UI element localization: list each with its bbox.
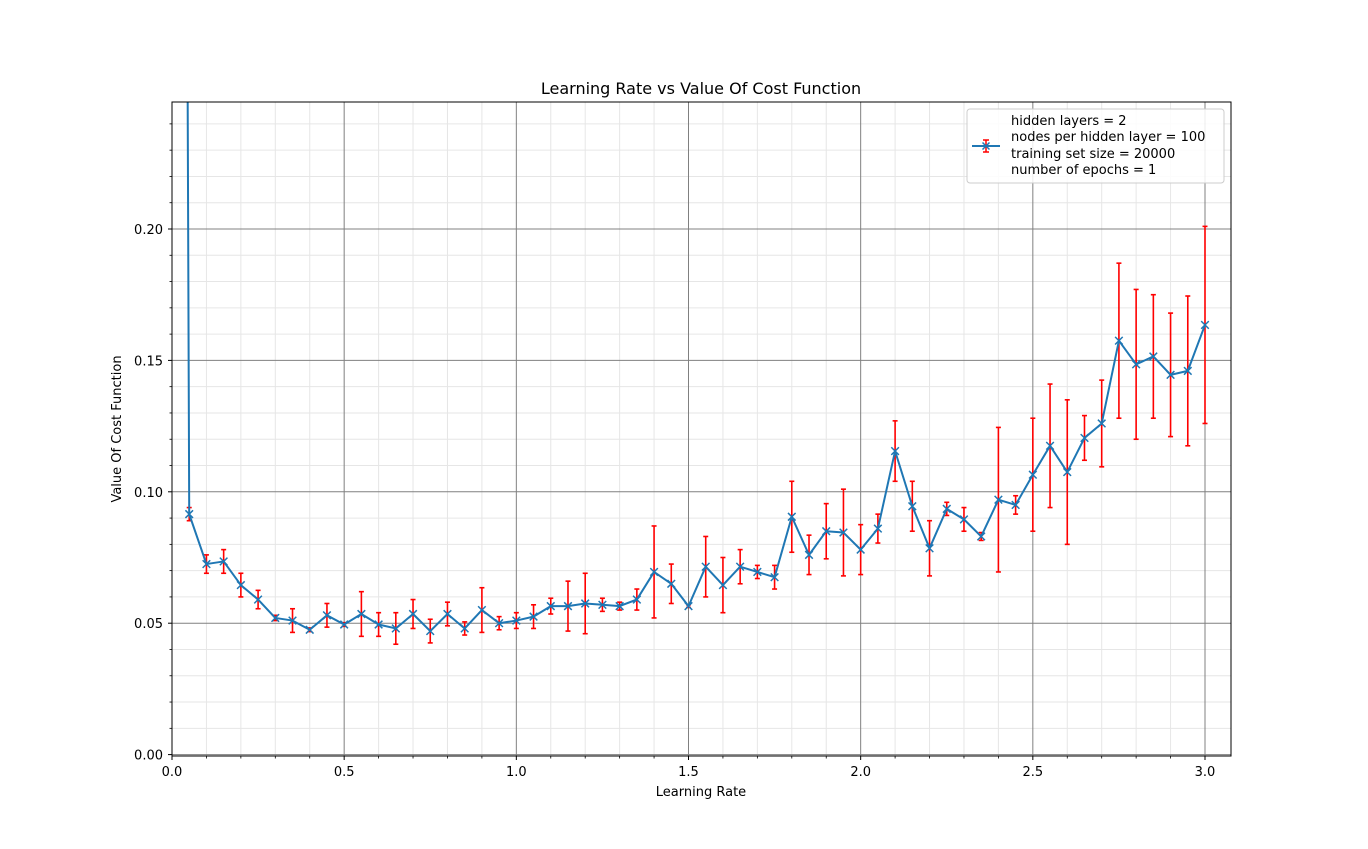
data-point-marker <box>529 612 538 621</box>
data-point-marker <box>925 543 934 553</box>
x-tick-label: 1.5 <box>678 765 699 780</box>
data-point-marker <box>1166 370 1175 380</box>
data-point-marker <box>615 601 624 611</box>
x-tick-label: 1.0 <box>506 765 527 780</box>
data-point-marker <box>512 616 521 625</box>
x-tick-label: 2.5 <box>1022 765 1043 780</box>
data-point-marker <box>236 580 246 590</box>
y-tick-label: 0.15 <box>134 354 163 369</box>
data-point-marker <box>718 580 728 590</box>
data-point-marker <box>632 595 642 604</box>
data-point-marker <box>1080 433 1089 443</box>
data-point-marker <box>890 446 900 456</box>
data-point-marker <box>1149 352 1158 361</box>
data-point-marker <box>1097 419 1107 428</box>
y-tick-label: 0.10 <box>134 486 163 501</box>
data-point-marker <box>339 620 349 629</box>
data-point-marker <box>184 509 194 519</box>
data-point-marker <box>357 609 366 619</box>
data-point-marker <box>219 557 228 566</box>
data-point-marker <box>391 624 401 633</box>
data-point-marker <box>787 512 797 522</box>
data-point-marker <box>580 599 590 608</box>
data-point-marker <box>1114 336 1124 346</box>
chart-title: Learning Rate vs Value Of Cost Function <box>541 79 861 98</box>
x-tick-label: 0.0 <box>162 765 183 780</box>
data-point-marker <box>856 545 865 554</box>
major-grid <box>172 102 1231 756</box>
legend-line-nodes: nodes per hidden layer = 100 <box>1011 130 1205 145</box>
data-point-marker <box>994 495 1003 505</box>
data-point-marker <box>443 609 452 619</box>
data-point-marker <box>1011 500 1020 510</box>
legend-marker-swatch <box>981 141 991 151</box>
data-point-marker <box>494 618 504 628</box>
data-point-marker <box>477 605 487 615</box>
data-point-marker <box>598 600 607 610</box>
legend-line-hidden-layers: hidden layers = 2 <box>1011 114 1127 129</box>
x-axis-ticks: 0.0 0.5 1.0 1.5 2.0 2.5 3.0 <box>162 756 1216 780</box>
y-tick-label: 0.20 <box>134 223 163 238</box>
data-point-marker <box>1028 470 1038 480</box>
y-axis-ticks: 0.00 0.05 0.10 0.15 0.20 <box>134 123 172 764</box>
data-point-marker <box>563 601 573 611</box>
legend: hidden layers = 2 nodes per hidden layer… <box>966 108 1225 184</box>
data-point-marker <box>1200 320 1210 330</box>
y-tick-label: 0.05 <box>134 617 163 632</box>
data-point-marker <box>735 562 745 572</box>
data-point-marker <box>701 562 711 572</box>
data-point-marker <box>649 567 659 577</box>
data-point-marker <box>1045 441 1055 451</box>
y-tick-label: 0.00 <box>134 749 163 764</box>
data-point-marker <box>976 532 986 541</box>
x-tick-label: 2.0 <box>850 765 871 780</box>
data-point-marker <box>873 524 883 533</box>
data-point-marker <box>546 601 556 611</box>
data-point-marker <box>1131 360 1141 369</box>
data-point-marker <box>374 620 383 629</box>
x-tick-label: 3.0 <box>1195 765 1216 780</box>
plot-frame <box>171 101 1232 757</box>
y-axis-label: Value Of Cost Function <box>110 355 125 502</box>
data-point-marker <box>305 625 315 635</box>
legend-line-training-size: training set size = 20000 <box>1011 147 1175 162</box>
data-point-marker <box>942 504 952 514</box>
legend-line-epochs: number of epochs = 1 <box>1011 163 1156 178</box>
data-point-marker <box>684 601 693 611</box>
data-point-marker <box>753 567 762 577</box>
data-point-marker <box>804 550 814 560</box>
data-point-marker <box>253 595 263 604</box>
data-point-marker <box>202 559 211 569</box>
data-point-marker <box>270 613 280 623</box>
data-point-marker <box>821 526 831 536</box>
data-point-marker <box>907 501 917 511</box>
data-point-marker <box>770 572 779 582</box>
data-point-marker <box>839 528 848 537</box>
data-markers <box>184 320 1210 636</box>
data-point-marker <box>959 515 969 524</box>
x-axis-label: Learning Rate <box>656 785 746 800</box>
data-point-marker <box>1183 366 1193 376</box>
data-point-marker <box>425 626 435 636</box>
plot-area <box>172 102 1231 756</box>
data-point-marker <box>1062 467 1072 477</box>
data-point-marker <box>322 610 332 620</box>
data-point-marker <box>408 609 418 619</box>
data-point-marker <box>288 616 297 625</box>
data-point-marker <box>666 579 676 589</box>
legend-box <box>966 108 1225 184</box>
x-tick-label: 0.5 <box>334 765 355 780</box>
data-point-marker <box>460 624 470 633</box>
